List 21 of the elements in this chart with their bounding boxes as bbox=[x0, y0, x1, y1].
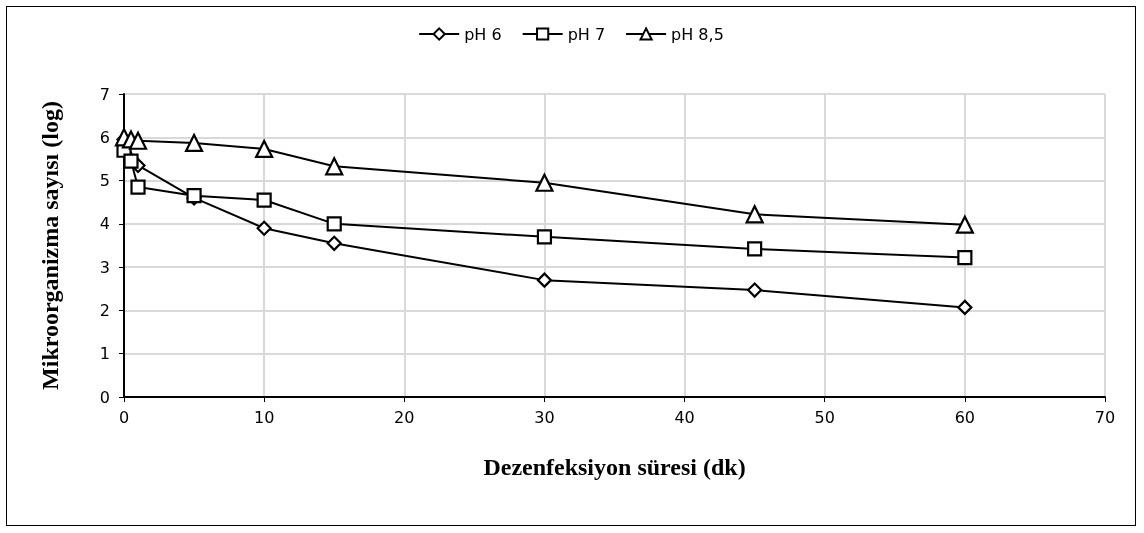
x-tick-label: 60 bbox=[954, 407, 976, 427]
y-tick-label: 0 bbox=[99, 387, 110, 407]
x-tick-label: 0 bbox=[118, 407, 130, 427]
x-tick-label: 20 bbox=[394, 407, 415, 427]
x-tick-label: 40 bbox=[674, 407, 695, 427]
x-tick-label: 70 bbox=[1094, 407, 1116, 427]
y-tick-label: 3 bbox=[99, 257, 110, 277]
legend-label: pH 7 bbox=[567, 24, 606, 44]
y-tick-label: 1 bbox=[99, 344, 110, 364]
x-tick-label: 10 bbox=[253, 407, 275, 427]
legend-label: pH 6 bbox=[464, 24, 502, 44]
y-axis-title: Mikroorganizma sayısı (log) bbox=[37, 101, 63, 390]
x-tick-label: 50 bbox=[814, 407, 835, 427]
y-tick-label: 6 bbox=[99, 127, 110, 147]
y-tick-label: 4 bbox=[99, 214, 110, 234]
y-tick-label: 2 bbox=[99, 300, 110, 320]
x-axis-title: Dezenfeksiyon süresi (dk) bbox=[483, 454, 746, 480]
legend-label: pH 8,5 bbox=[671, 24, 724, 44]
x-tick-label: 30 bbox=[534, 407, 555, 427]
y-tick-label: 5 bbox=[99, 171, 110, 191]
y-tick-label: 7 bbox=[99, 84, 110, 104]
